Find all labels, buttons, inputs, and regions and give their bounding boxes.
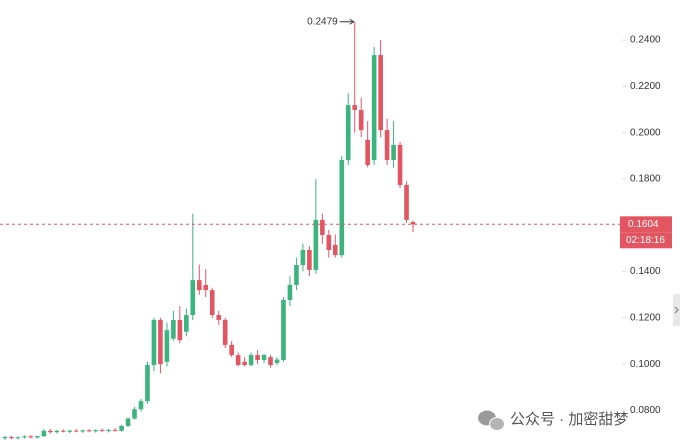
candle-body [138,401,144,410]
candle-body [326,234,332,251]
watermark: 公众号 · 加密甜梦 [478,410,628,431]
candle-body [404,184,409,220]
y-tick-label: 0.1400 [630,266,661,277]
candle-body [287,284,293,301]
candle-body [384,130,390,160]
candle-body [190,280,196,316]
candle-body [281,300,286,360]
candle-body [99,430,105,432]
candle-body [125,418,131,426]
last-price-box [620,216,672,233]
y-tick-label: 0.1000 [630,359,661,370]
candle-body [112,429,118,431]
candle-body [274,359,280,363]
last-price-label: 0.1604 [628,219,659,230]
candle-body [294,265,299,285]
wechat-icon [489,417,505,431]
candle-body [365,139,370,166]
candle-body [332,244,338,256]
candle-body [358,109,364,131]
candle-body [339,159,345,256]
candle-body [106,429,111,432]
candle-body [48,430,53,433]
y-tick-label: 0.2000 [630,127,661,138]
candle-body [378,55,383,131]
candle-body [9,437,14,439]
max-label: 0.2479 [307,16,338,27]
candle-body [345,105,351,160]
countdown-box [620,232,672,249]
candle-body [119,425,124,431]
candle-body [248,355,254,366]
y-tick-label: 0.2200 [630,81,661,92]
candle-body [177,319,183,341]
candle-body [216,315,222,320]
candle-body [151,319,157,366]
candle-body [371,55,377,160]
candle-body [184,315,189,332]
candle-body [86,430,92,432]
candle-body [313,219,319,270]
y-tick-label: 0.0800 [630,405,661,416]
candle-body [352,105,358,110]
watermark-text: 公众号 · 加密甜梦 [510,411,628,428]
plot: 0.08000.10000.12000.14000.16000.18000.20… [0,16,672,441]
candle-body [132,409,137,419]
candle-body [209,290,215,316]
candle-body [80,430,86,432]
candle-body [73,430,79,432]
candle-body [229,344,234,356]
candle-body [41,430,47,437]
countdown: 02:18:16 [626,235,665,246]
y-tick-label: 0.1800 [630,174,661,185]
candle-body [93,430,98,432]
candle-body [164,330,170,362]
candle-body [2,437,8,439]
candle-body [268,357,273,366]
candle-body [235,355,241,366]
candle-body [35,436,40,438]
candle-body [15,437,21,439]
candle-body [28,436,34,438]
candle-body [261,355,267,360]
candle-body [242,361,247,366]
candle-body [67,430,73,432]
candle-body [196,280,202,291]
candle-body [391,144,396,160]
y-tick-label: 0.2400 [630,35,661,46]
candle-body [158,319,163,365]
candle-body [255,355,260,360]
candle-body [22,436,27,438]
candle-body [171,319,176,339]
candle-body [54,430,60,433]
side-tab[interactable] [673,294,680,326]
candle-body [397,144,403,185]
side-tab-arrow [674,306,679,314]
candle-body [410,221,416,225]
candle-body [222,319,228,345]
candle-body [145,365,150,402]
candle-body [307,250,312,270]
candle-body [300,250,306,266]
max-arrow-head [349,18,355,25]
candle-body [320,219,325,235]
y-tick-label: 0.1200 [630,312,661,323]
candle-body [60,430,66,432]
candle-body [203,284,209,291]
